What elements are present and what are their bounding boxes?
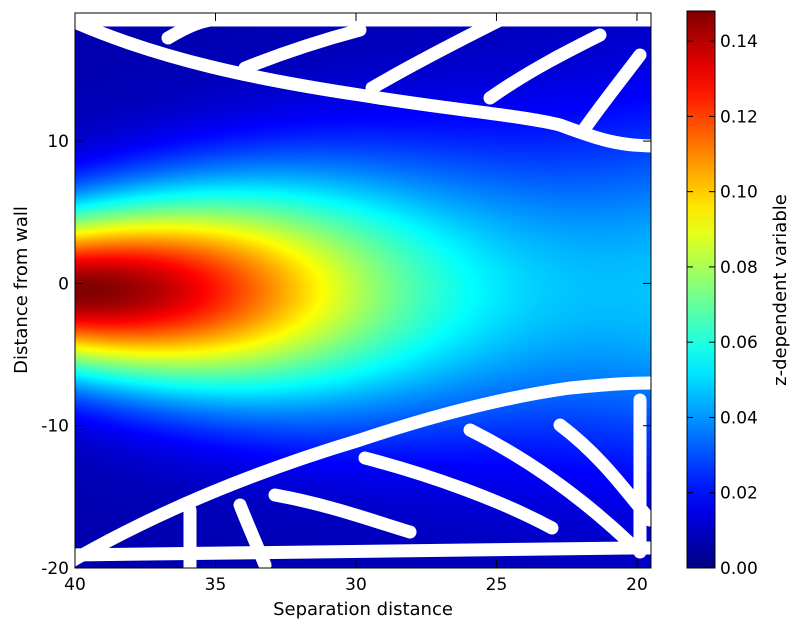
x-tick-label: 35 — [205, 575, 227, 595]
colorbar-tick-label: 0.00 — [720, 559, 758, 579]
colorbar-tick-label: 0.02 — [720, 484, 758, 504]
colorbar-label: z-dependent variable — [770, 194, 791, 386]
x-tick-label: 20 — [626, 575, 648, 595]
overlay-stroke — [233, 498, 272, 568]
overlay-stroke — [358, 451, 559, 535]
overlay-stroke — [75, 541, 651, 562]
colorbar-tick-label: 0.12 — [720, 107, 758, 127]
colorbar-fill — [686, 10, 716, 569]
y-axis-label: Distance from wall — [11, 206, 32, 374]
overlay-stroke — [161, 13, 217, 45]
overlay-stroke — [578, 48, 647, 135]
overlay-stroke — [553, 418, 651, 527]
colorbar-tick-label: 0.10 — [720, 183, 758, 203]
colorbar-tick-label: 0.06 — [720, 333, 758, 353]
y-tick-label: 10 — [47, 132, 69, 152]
overlay-stroke — [463, 423, 642, 555]
white-overlay-strokes — [75, 13, 651, 568]
x-tick-label: 40 — [64, 575, 86, 595]
overlay-stroke — [365, 13, 507, 95]
overlay-stroke — [75, 15, 651, 153]
y-tick-label: -10 — [41, 417, 69, 437]
colorbar-ticks: 0.00 0.02 0.04 0.06 0.08 0.10 0.12 0.14 — [687, 32, 758, 579]
y-axis-ticks: 10 0 -10 -20 — [41, 132, 651, 579]
colorbar-tick-label: 0.04 — [720, 408, 758, 428]
y-tick-label: 0 — [58, 274, 69, 294]
colorbar-tick-label: 0.08 — [720, 258, 758, 278]
plot-frame — [74, 12, 652, 569]
x-axis-label: Separation distance — [273, 599, 453, 620]
overlay-stroke — [268, 488, 417, 539]
x-tick-label: 25 — [486, 575, 508, 595]
overlay-stroke — [483, 28, 607, 105]
x-tick-label: 30 — [345, 575, 367, 595]
x-axis-ticks: 40 35 30 25 20 — [64, 13, 648, 595]
y-tick-label: -20 — [41, 559, 69, 579]
colorbar: 0.00 0.02 0.04 0.06 0.08 0.10 0.12 0.14 z-depen… — [686, 10, 791, 579]
overlay-stroke — [238, 23, 367, 75]
colorbar-tick-label: 0.14 — [720, 32, 758, 52]
heatmap-plot-area: 40 35 30 25 20 10 0 -10 -20 Separation distance… — [11, 12, 652, 620]
overlay-stroke — [75, 376, 651, 567]
